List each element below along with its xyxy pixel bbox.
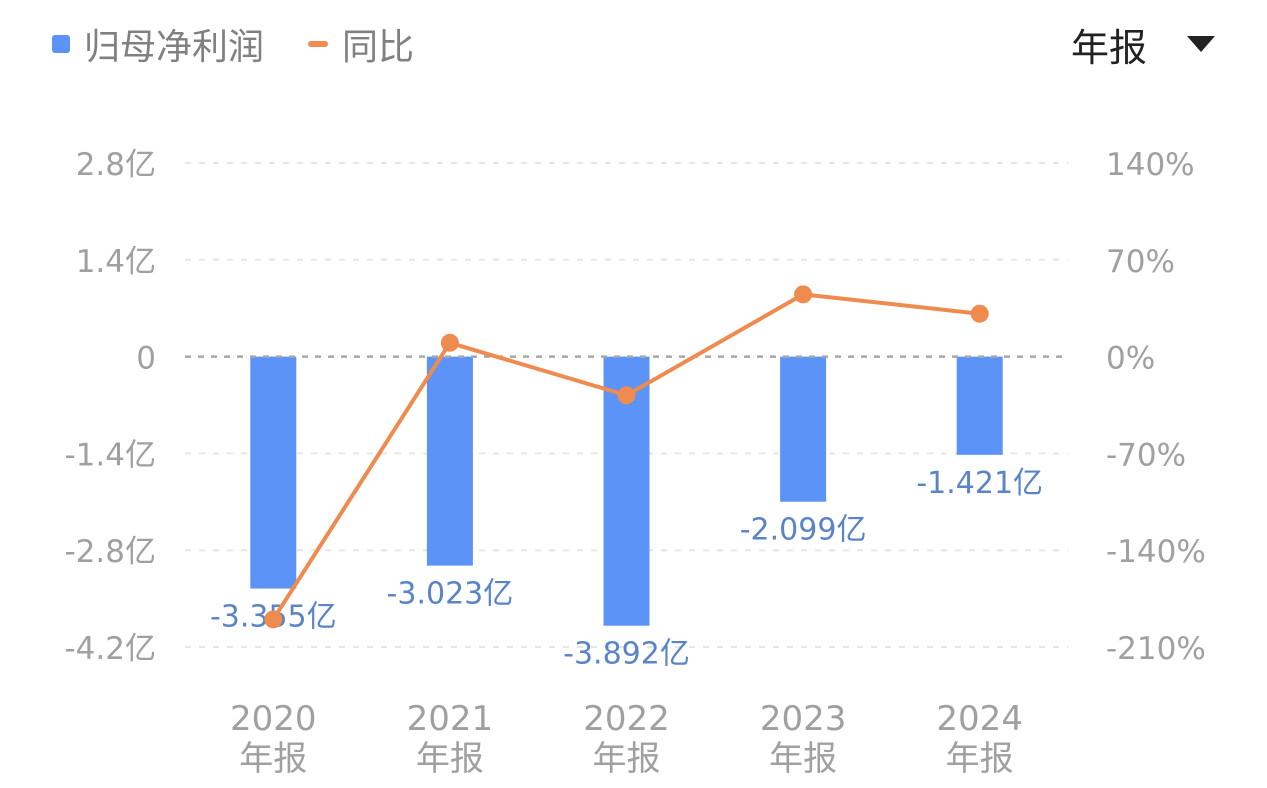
bar-net-profit	[956, 356, 1003, 455]
bar-net-profit	[780, 356, 827, 502]
right-axis-tick-label: 140%	[1106, 147, 1195, 183]
right-axis-tick-label: -140%	[1106, 534, 1206, 570]
legend-item-yoy[interactable]: 同比	[308, 18, 414, 70]
bar-value-label: -2.099亿	[740, 513, 867, 548]
left-axis-tick-label: -1.4亿	[65, 437, 157, 473]
period-dropdown[interactable]: 年报	[1071, 16, 1215, 72]
bar-value-label: -3.892亿	[563, 637, 690, 672]
left-axis-tick-label: -4.2亿	[65, 631, 157, 667]
x-axis-year-label: 2024	[936, 699, 1023, 739]
yoy-point	[440, 333, 459, 352]
right-axis-tick-label: 70%	[1106, 244, 1175, 280]
x-axis-year-label: 2020	[230, 699, 317, 739]
yoy-point	[264, 610, 283, 629]
left-axis-tick-label: 2.8亿	[76, 147, 156, 183]
yoy-point	[794, 285, 813, 304]
bar-net-profit	[250, 356, 297, 589]
x-axis-period-label: 年报	[239, 739, 307, 779]
line-swatch-icon	[308, 41, 329, 47]
bar-value-label: -1.421亿	[916, 466, 1043, 501]
legend-item-net-profit[interactable]: 归母净利润	[52, 18, 264, 70]
right-axis-tick-label: 0%	[1106, 341, 1155, 377]
left-axis-tick-label: 1.4亿	[76, 244, 156, 280]
x-axis-year-label: 2022	[583, 699, 670, 739]
legend-label-yoy: 同比	[342, 27, 415, 68]
bar-net-profit	[426, 356, 473, 566]
legend-label-net-profit: 归母净利润	[84, 27, 265, 68]
x-axis-period-label: 年报	[416, 739, 484, 779]
legend: 归母净利润 同比	[52, 18, 458, 70]
x-axis-period-label: 年报	[946, 739, 1014, 779]
left-axis-tick-label: 0	[136, 341, 156, 377]
period-dropdown-label: 年报	[1070, 25, 1147, 70]
right-axis-tick-label: -210%	[1106, 631, 1206, 667]
caret-down-icon	[1187, 36, 1215, 52]
x-axis-period-label: 年报	[769, 739, 837, 779]
x-axis-period-label: 年报	[593, 739, 661, 779]
x-axis-year-label: 2023	[760, 699, 847, 739]
bar-value-label: -3.023亿	[387, 577, 514, 612]
yoy-point	[617, 386, 636, 405]
bar-swatch-icon	[52, 35, 70, 53]
left-axis-tick-label: -2.8亿	[65, 534, 157, 570]
right-axis-tick-label: -70%	[1106, 437, 1186, 473]
yoy-point	[970, 304, 989, 323]
x-axis-year-label: 2021	[407, 699, 494, 739]
